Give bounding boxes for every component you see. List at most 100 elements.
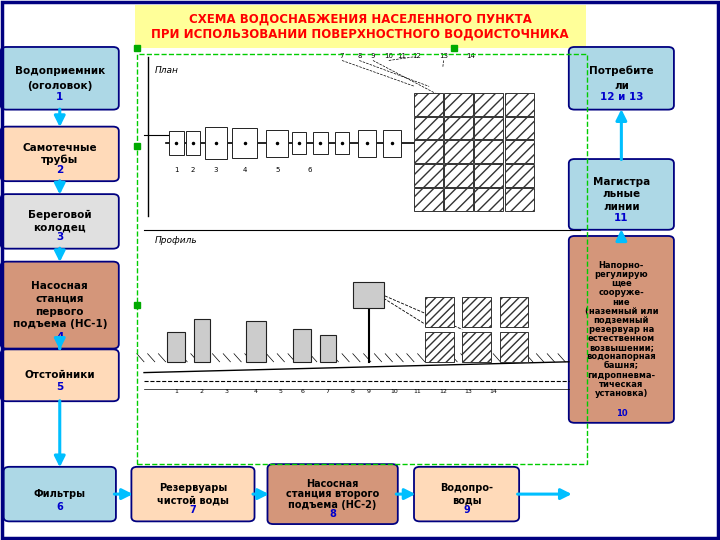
Text: 9: 9	[366, 389, 371, 394]
Text: колодец: колодец	[33, 222, 86, 233]
Text: башня;: башня;	[604, 361, 639, 370]
Text: трубы: трубы	[41, 155, 78, 165]
Text: ние: ние	[613, 298, 630, 307]
Text: 9: 9	[463, 505, 470, 515]
Bar	[444, 117, 473, 139]
Text: 1: 1	[174, 389, 179, 394]
Bar	[137, 54, 587, 464]
Text: (наземный или: (наземный или	[585, 307, 658, 316]
Bar	[474, 93, 503, 116]
Text: Напорно-: Напорно-	[598, 261, 644, 270]
FancyBboxPatch shape	[414, 467, 519, 522]
Text: Профиль: Профиль	[155, 236, 197, 245]
Text: 5: 5	[56, 382, 63, 392]
Text: 4: 4	[56, 332, 63, 342]
Bar	[194, 319, 210, 362]
Bar	[169, 131, 184, 156]
FancyBboxPatch shape	[1, 194, 119, 248]
Text: Отстойники: Отстойники	[24, 370, 95, 380]
Text: 5: 5	[275, 167, 279, 173]
Text: 4: 4	[253, 389, 258, 394]
Text: 10: 10	[391, 389, 398, 394]
Text: 7: 7	[325, 389, 330, 394]
Text: 6: 6	[300, 389, 305, 394]
Text: Водопро-: Водопро-	[440, 483, 493, 493]
Text: ПРИ ИСПОЛЬЗОВАНИИ ПОВЕРХНОСТНОГО ВОДОИСТОЧНИКА: ПРИ ИСПОЛЬЗОВАНИИ ПОВЕРХНОСТНОГО ВОДОИСТ…	[151, 28, 569, 41]
Text: План: План	[155, 66, 179, 75]
Bar	[313, 132, 328, 154]
Text: чистой воды: чистой воды	[157, 495, 229, 505]
FancyBboxPatch shape	[1, 47, 119, 110]
Text: 2: 2	[191, 167, 195, 173]
Text: 3: 3	[56, 232, 63, 242]
Text: 10: 10	[616, 409, 627, 418]
Text: щее: щее	[611, 279, 631, 288]
Bar	[167, 332, 185, 362]
Bar	[292, 132, 306, 154]
Text: 8: 8	[329, 509, 336, 519]
Text: подъема (НС-2): подъема (НС-2)	[289, 500, 377, 510]
Bar	[414, 188, 443, 211]
Text: 10: 10	[384, 53, 393, 59]
Text: Магистра: Магистра	[593, 177, 650, 187]
Bar	[414, 117, 443, 139]
Text: (оголовок): (оголовок)	[27, 80, 92, 91]
Text: 8: 8	[357, 53, 361, 59]
Text: Самотечные: Самотечные	[22, 143, 97, 153]
Text: 13: 13	[464, 389, 472, 394]
Text: 6: 6	[307, 167, 312, 173]
Bar	[505, 140, 534, 163]
Bar	[474, 188, 503, 211]
Text: 11: 11	[414, 389, 421, 394]
Bar	[414, 140, 443, 163]
Text: Береговой: Береговой	[28, 210, 91, 220]
Text: 2: 2	[199, 389, 204, 394]
Text: льные: льные	[603, 190, 640, 199]
Text: 7: 7	[189, 505, 197, 515]
Bar	[353, 282, 384, 308]
Text: 13: 13	[439, 53, 448, 59]
Text: 5: 5	[279, 389, 283, 394]
Bar	[205, 127, 227, 159]
Text: линии: линии	[603, 202, 639, 212]
Text: Потребите: Потребите	[589, 66, 654, 76]
Text: 1: 1	[56, 92, 63, 102]
FancyBboxPatch shape	[1, 126, 119, 181]
Bar	[425, 332, 454, 362]
Bar	[505, 188, 534, 211]
Bar	[444, 188, 473, 211]
Text: 6: 6	[56, 502, 63, 512]
Bar	[474, 140, 503, 163]
Text: сооруже-: сооруже-	[598, 288, 644, 298]
Text: 8: 8	[351, 389, 355, 394]
Text: водонапорная: водонапорная	[587, 352, 656, 361]
Text: установка): установка)	[595, 389, 648, 398]
Bar	[500, 297, 528, 327]
FancyBboxPatch shape	[132, 467, 255, 522]
Bar	[135, 5, 586, 48]
Text: 4: 4	[243, 167, 247, 173]
Text: 14: 14	[490, 389, 497, 394]
Bar	[137, 54, 587, 464]
Bar	[474, 117, 503, 139]
Bar	[186, 131, 200, 156]
Text: подземный: подземный	[593, 316, 649, 325]
Bar	[384, 130, 402, 157]
Text: гидропневма-: гидропневма-	[588, 370, 655, 380]
Text: ли: ли	[614, 80, 629, 91]
Text: первого: первого	[35, 307, 84, 316]
Bar	[335, 132, 349, 154]
Text: Насосная: Насосная	[32, 281, 88, 291]
FancyBboxPatch shape	[569, 236, 674, 423]
Text: Резервуары: Резервуары	[159, 483, 227, 493]
Text: воды: воды	[452, 495, 481, 505]
Text: 12 и 13: 12 и 13	[600, 92, 643, 102]
Bar	[505, 164, 534, 187]
Text: 14: 14	[466, 53, 474, 59]
Bar	[500, 332, 528, 362]
Bar	[320, 335, 336, 362]
Bar	[414, 164, 443, 187]
Bar	[444, 164, 473, 187]
Text: регулирую: регулирую	[595, 270, 648, 279]
Text: 3: 3	[214, 167, 218, 173]
